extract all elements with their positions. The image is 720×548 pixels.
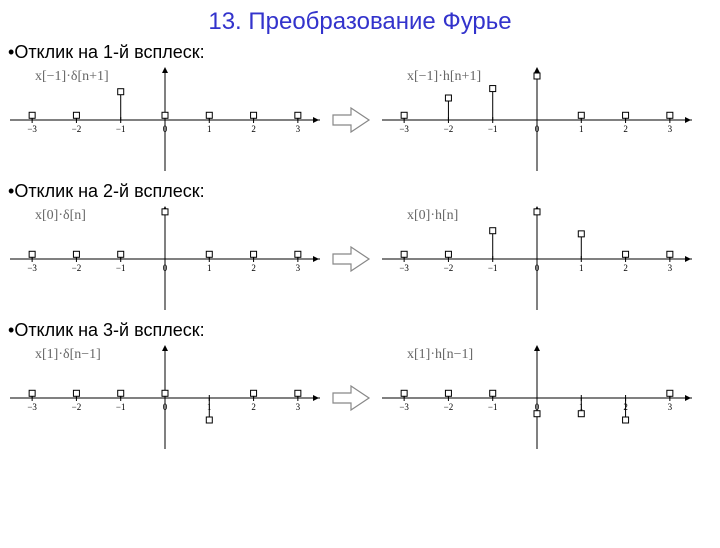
bullet-1-text: Отклик на 1-й всплеск: — [14, 42, 204, 62]
bullet-2: •Отклик на 2-й всплеск: — [8, 181, 720, 202]
svg-text:3: 3 — [296, 263, 301, 273]
svg-text:3: 3 — [296, 402, 301, 412]
plot-r2-left: −3 −2 −1 0 1 2 3 x[0]·δ[n] — [10, 204, 320, 314]
svg-text:2: 2 — [251, 263, 256, 273]
bullet-3-text: Отклик на 3-й всплеск: — [14, 320, 204, 340]
plot-formula: x[1]·h[n−1] — [407, 347, 473, 363]
svg-text:−3: −3 — [27, 263, 37, 273]
svg-text:2: 2 — [251, 124, 256, 134]
svg-text:−2: −2 — [444, 263, 454, 273]
svg-text:−1: −1 — [116, 402, 126, 412]
plot-formula: x[1]·δ[n−1] — [35, 347, 101, 363]
svg-text:2: 2 — [251, 402, 256, 412]
svg-text:−3: −3 — [27, 402, 37, 412]
svg-text:0: 0 — [163, 402, 168, 412]
svg-text:1: 1 — [207, 263, 212, 273]
svg-text:−1: −1 — [488, 263, 498, 273]
plot-r1-left: −3 −2 −1 0 1 2 3 x[−1]·δ[n+1] — [10, 65, 320, 175]
svg-text:1: 1 — [579, 263, 584, 273]
svg-text:−1: −1 — [488, 124, 498, 134]
svg-text:−1: −1 — [116, 124, 126, 134]
svg-text:1: 1 — [207, 124, 212, 134]
plot-r3-right: −3−2−10123x[1]·h[n−1] — [382, 343, 692, 453]
row-3: −3−2−10123x[1]·δ[n−1] −3−2−10123x[1]·h[n… — [10, 343, 720, 453]
bullet-1: •Отклик на 1-й всплеск: — [8, 42, 720, 63]
svg-text:2: 2 — [623, 263, 628, 273]
svg-text:0: 0 — [163, 263, 168, 273]
plot-formula: x[0]·h[n] — [407, 208, 458, 224]
svg-text:−2: −2 — [444, 402, 454, 412]
plot-r2-right: −3 −2 −1 0 1 2 3 x[0]·h[n] — [382, 204, 692, 314]
svg-text:−3: −3 — [27, 124, 37, 134]
plot-r3-left: −3−2−10123x[1]·δ[n−1] — [10, 343, 320, 453]
svg-text:−2: −2 — [444, 124, 454, 134]
plot-formula: x[−1]·h[n+1] — [407, 69, 481, 85]
plot-formula: x[−1]·δ[n+1] — [35, 69, 109, 85]
bullet-2-text: Отклик на 2-й всплеск: — [14, 181, 204, 201]
svg-text:3: 3 — [668, 402, 673, 412]
row-1: −3 −2 −1 0 1 2 3 x[−1]·δ[n+1] −3 −2 −1 0 1 2 3 x[−1]·h… — [10, 65, 720, 175]
svg-text:−2: −2 — [72, 402, 82, 412]
plot-formula: x[0]·δ[n] — [35, 208, 86, 224]
slide-title: 13. Преобразование Фурье — [0, 8, 720, 36]
svg-text:0: 0 — [535, 124, 540, 134]
svg-text:0: 0 — [535, 263, 540, 273]
svg-text:−3: −3 — [399, 124, 409, 134]
arrow-1 — [326, 100, 376, 140]
arrow-3 — [326, 378, 376, 418]
svg-text:−3: −3 — [399, 402, 409, 412]
svg-text:−2: −2 — [72, 263, 82, 273]
row-2: −3 −2 −1 0 1 2 3 x[0]·δ[n] −3 −2 −1 0 1 2 3 x[0]·h[n] — [10, 204, 720, 314]
svg-text:1: 1 — [579, 124, 584, 134]
bullet-3: •Отклик на 3-й всплеск: — [8, 320, 720, 341]
plot-r1-right: −3 −2 −1 0 1 2 3 x[−1]·h[n+1] — [382, 65, 692, 175]
svg-text:−3: −3 — [399, 263, 409, 273]
svg-text:0: 0 — [163, 124, 168, 134]
svg-text:−1: −1 — [116, 263, 126, 273]
svg-text:2: 2 — [623, 124, 628, 134]
svg-text:3: 3 — [668, 263, 673, 273]
svg-text:3: 3 — [296, 124, 301, 134]
svg-text:3: 3 — [668, 124, 673, 134]
svg-text:−1: −1 — [488, 402, 498, 412]
arrow-2 — [326, 239, 376, 279]
svg-text:−2: −2 — [72, 124, 82, 134]
